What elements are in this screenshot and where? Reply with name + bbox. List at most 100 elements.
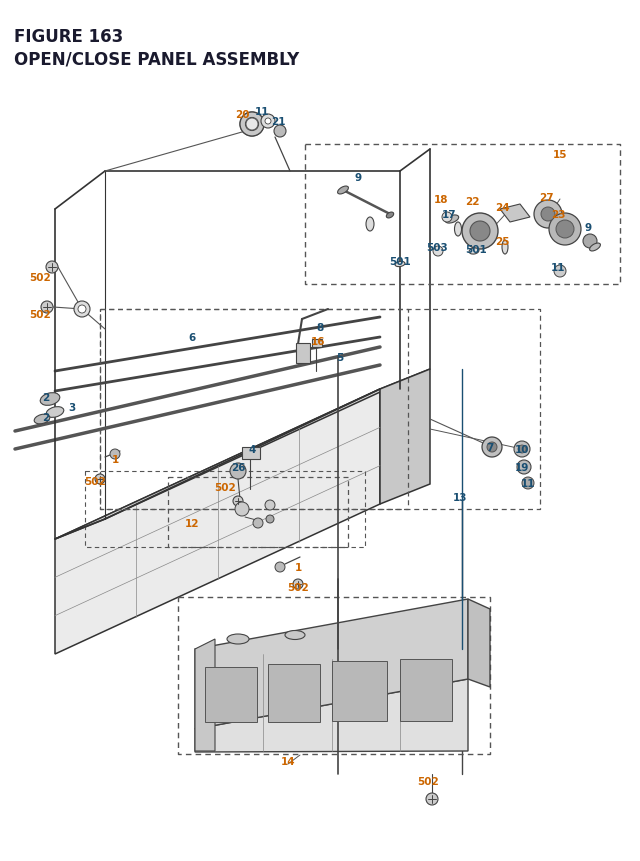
Text: 1: 1 xyxy=(111,455,118,464)
Polygon shape xyxy=(55,389,380,654)
Text: 22: 22 xyxy=(465,197,479,207)
Circle shape xyxy=(235,503,249,517)
Circle shape xyxy=(482,437,502,457)
Circle shape xyxy=(442,213,452,223)
Text: 502: 502 xyxy=(214,482,236,492)
Bar xyxy=(312,339,322,348)
Circle shape xyxy=(240,113,264,137)
Polygon shape xyxy=(468,599,490,687)
Text: 2: 2 xyxy=(42,393,50,403)
Text: FIGURE 163: FIGURE 163 xyxy=(14,28,124,46)
Circle shape xyxy=(253,518,263,529)
Circle shape xyxy=(583,235,597,249)
Ellipse shape xyxy=(454,223,461,237)
Bar xyxy=(242,448,260,460)
Ellipse shape xyxy=(46,407,64,418)
Circle shape xyxy=(556,220,574,238)
Text: 9: 9 xyxy=(355,173,362,183)
Text: 23: 23 xyxy=(551,210,565,220)
Text: 26: 26 xyxy=(231,462,245,473)
Text: 8: 8 xyxy=(316,323,324,332)
Circle shape xyxy=(517,461,531,474)
Text: 10: 10 xyxy=(515,444,529,455)
Ellipse shape xyxy=(366,218,374,232)
Circle shape xyxy=(293,579,303,589)
Text: 17: 17 xyxy=(442,210,456,220)
Circle shape xyxy=(554,266,566,278)
Text: 25: 25 xyxy=(495,237,509,247)
Text: 11: 11 xyxy=(521,479,535,488)
Circle shape xyxy=(46,262,58,274)
Bar xyxy=(400,660,452,722)
Circle shape xyxy=(534,201,562,229)
Text: 501: 501 xyxy=(389,257,411,267)
Circle shape xyxy=(261,115,275,129)
Text: 4: 4 xyxy=(248,444,256,455)
Text: 15: 15 xyxy=(553,150,567,160)
Text: 21: 21 xyxy=(271,117,285,127)
Ellipse shape xyxy=(589,244,600,251)
Ellipse shape xyxy=(445,216,459,224)
Circle shape xyxy=(462,214,498,250)
Circle shape xyxy=(549,214,581,245)
Polygon shape xyxy=(500,205,530,223)
Text: 501: 501 xyxy=(465,245,487,255)
Text: 20: 20 xyxy=(235,110,249,120)
Text: 14: 14 xyxy=(281,756,295,766)
Ellipse shape xyxy=(337,187,348,195)
Circle shape xyxy=(274,126,286,138)
Text: 502: 502 xyxy=(287,582,309,592)
Circle shape xyxy=(470,222,490,242)
Circle shape xyxy=(95,474,105,485)
Text: 6: 6 xyxy=(188,332,196,343)
Ellipse shape xyxy=(387,213,394,219)
Text: 27: 27 xyxy=(539,193,554,202)
Ellipse shape xyxy=(469,249,479,255)
Polygon shape xyxy=(380,369,430,505)
Bar xyxy=(268,664,320,722)
Bar xyxy=(296,344,310,363)
Ellipse shape xyxy=(285,631,305,640)
Circle shape xyxy=(514,442,530,457)
Ellipse shape xyxy=(34,415,50,424)
Bar xyxy=(332,661,387,722)
Text: 16: 16 xyxy=(311,337,325,347)
Text: 503: 503 xyxy=(426,243,448,253)
Circle shape xyxy=(78,306,86,313)
Circle shape xyxy=(433,247,443,257)
Text: 24: 24 xyxy=(495,202,509,213)
Text: 3: 3 xyxy=(68,403,76,412)
Circle shape xyxy=(74,301,90,318)
Text: 13: 13 xyxy=(452,492,467,503)
Polygon shape xyxy=(55,369,430,539)
Text: 11: 11 xyxy=(255,107,269,117)
Polygon shape xyxy=(195,639,215,751)
Circle shape xyxy=(541,208,555,222)
Text: 502: 502 xyxy=(84,476,106,486)
Text: 5: 5 xyxy=(337,353,344,362)
Text: 7: 7 xyxy=(486,443,493,453)
Ellipse shape xyxy=(502,241,508,255)
Text: 502: 502 xyxy=(29,310,51,319)
Circle shape xyxy=(275,562,285,573)
Text: 9: 9 xyxy=(584,223,591,232)
Bar xyxy=(205,667,257,722)
Circle shape xyxy=(41,301,53,313)
Text: 11: 11 xyxy=(551,263,565,273)
Circle shape xyxy=(426,793,438,805)
Circle shape xyxy=(230,463,246,480)
Circle shape xyxy=(233,497,243,506)
Text: 2: 2 xyxy=(42,412,50,423)
Polygon shape xyxy=(195,679,468,753)
Text: 1: 1 xyxy=(294,562,301,573)
Ellipse shape xyxy=(40,393,60,406)
Text: 502: 502 xyxy=(29,273,51,282)
Circle shape xyxy=(245,118,259,132)
Text: 19: 19 xyxy=(515,462,529,473)
Circle shape xyxy=(487,443,497,453)
Ellipse shape xyxy=(227,635,249,644)
Text: 12: 12 xyxy=(185,518,199,529)
Text: OPEN/CLOSE PANEL ASSEMBLY: OPEN/CLOSE PANEL ASSEMBLY xyxy=(14,50,300,68)
Text: 18: 18 xyxy=(434,195,448,205)
Circle shape xyxy=(265,500,275,511)
